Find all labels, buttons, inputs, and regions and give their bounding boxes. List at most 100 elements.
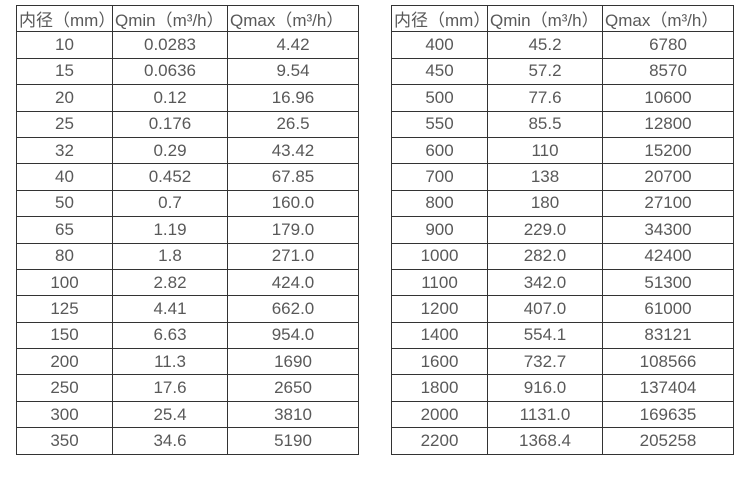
table-row: 250 17.6 2650 [16,374,359,402]
table-cell: 180 [487,189,603,218]
table-row: 80 1.8 271.0 [16,242,359,270]
table-cell: 400 [391,31,488,59]
table-cell: 6.63 [112,321,228,350]
table-cell: 8570 [602,57,734,86]
table-cell: 150 [16,321,113,350]
table-row: 2000 1131.0 169635 [391,400,734,429]
table-cell: 16.96 [227,84,359,112]
table-cell: 0.0636 [112,57,228,86]
table-cell: 916.0 [487,374,603,402]
table-cell: 11.3 [112,348,228,376]
table-cell: 282.0 [487,242,603,270]
table-cell: 500 [391,84,488,112]
table-row: 40 0.452 67.85 [16,163,359,191]
table-row: 65 1.19 179.0 [16,216,359,244]
table-cell: 450 [391,57,488,86]
table-cell: 34300 [602,216,734,244]
table-cell: 25 [16,110,113,138]
table-cell: 1800 [391,374,488,402]
table-cell: 4.41 [112,295,228,323]
column-header: Qmin（m³/h） [112,4,228,33]
table-row: 150 6.63 954.0 [16,321,359,350]
table-cell: 85.5 [487,110,603,138]
table-cell: 2200 [391,427,488,455]
table-cell: 77.6 [487,84,603,112]
table-cell: 0.29 [112,136,228,165]
table-row: 800 180 27100 [391,189,734,218]
table-cell: 271.0 [227,242,359,270]
table-cell: 700 [391,163,488,191]
table-row: 10 0.0283 4.42 [16,31,359,59]
table-cell: 34.6 [112,427,228,455]
column-header: 内径（mm） [16,4,113,33]
table-cell: 26.5 [227,110,359,138]
table-cell: 40 [16,163,113,191]
table-cell: 342.0 [487,268,603,297]
table-cell: 550 [391,110,488,138]
table-cell: 0.452 [112,163,228,191]
table-cell: 229.0 [487,216,603,244]
table-cell: 1368.4 [487,427,603,455]
table-cell: 600 [391,136,488,165]
table-cell: 554.1 [487,321,603,350]
table-cell: 1.8 [112,242,228,270]
table-cell: 65 [16,216,113,244]
table-row: 700 138 20700 [391,163,734,191]
table-cell: 25.4 [112,400,228,429]
table-cell: 200 [16,348,113,376]
table-row: 1200 407.0 61000 [391,295,734,323]
table-cell: 407.0 [487,295,603,323]
table-row: 1600 732.7 108566 [391,348,734,376]
table-cell: 1600 [391,348,488,376]
column-header: Qmax（m³/h） [602,4,734,33]
table-cell: 108566 [602,348,734,376]
table-cell: 424.0 [227,268,359,297]
table-cell: 43.42 [227,136,359,165]
table-row: 300 25.4 3810 [16,400,359,429]
table-cell: 125 [16,295,113,323]
flow-spec-table-large-diameters: 内径（mm） Qmin（m³/h） Qmax（m³/h） 400 45.2 6780 450… [391,4,734,455]
header-row: 内径（mm） Qmin（m³/h） Qmax（m³/h） [391,4,734,33]
table-cell: 10 [16,31,113,59]
table-cell: 5190 [227,427,359,455]
table-cell: 1000 [391,242,488,270]
table-cell: 138 [487,163,603,191]
table-row: 15 0.0636 9.54 [16,57,359,86]
table-cell: 67.85 [227,163,359,191]
table-cell: 2000 [391,400,488,429]
table-row: 1100 342.0 51300 [391,268,734,297]
table-cell: 0.7 [112,189,228,218]
table-cell: 15 [16,57,113,86]
table-row: 600 110 15200 [391,136,734,165]
table-row: 20 0.12 16.96 [16,84,359,112]
table-cell: 800 [391,189,488,218]
table-cell: 1100 [391,268,488,297]
table-cell: 42400 [602,242,734,270]
table-cell: 0.176 [112,110,228,138]
table-cell: 20700 [602,163,734,191]
table-row: 450 57.2 8570 [391,57,734,86]
table-cell: 160.0 [227,189,359,218]
table-cell: 1400 [391,321,488,350]
column-header: Qmax（m³/h） [227,4,359,33]
table-cell: 0.0283 [112,31,228,59]
table-cell: 137404 [602,374,734,402]
table-cell: 9.54 [227,57,359,86]
table-row: 400 45.2 6780 [391,31,734,59]
table-cell: 169635 [602,400,734,429]
table-cell: 1200 [391,295,488,323]
table-cell: 250 [16,374,113,402]
table-row: 1000 282.0 42400 [391,242,734,270]
table-cell: 662.0 [227,295,359,323]
table-row: 100 2.82 424.0 [16,268,359,297]
column-header: 内径（mm） [391,4,488,33]
table-row: 900 229.0 34300 [391,216,734,244]
table-cell: 300 [16,400,113,429]
table-cell: 80 [16,242,113,270]
table-cell: 51300 [602,268,734,297]
table-row: 32 0.29 43.42 [16,136,359,165]
table-row: 25 0.176 26.5 [16,110,359,138]
table-cell: 57.2 [487,57,603,86]
table-cell: 50 [16,189,113,218]
